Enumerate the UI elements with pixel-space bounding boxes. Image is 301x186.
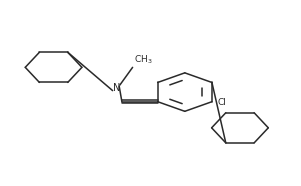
Text: N: N	[113, 83, 120, 93]
Text: Cl: Cl	[217, 98, 226, 107]
Text: CH$_3$: CH$_3$	[134, 53, 152, 66]
